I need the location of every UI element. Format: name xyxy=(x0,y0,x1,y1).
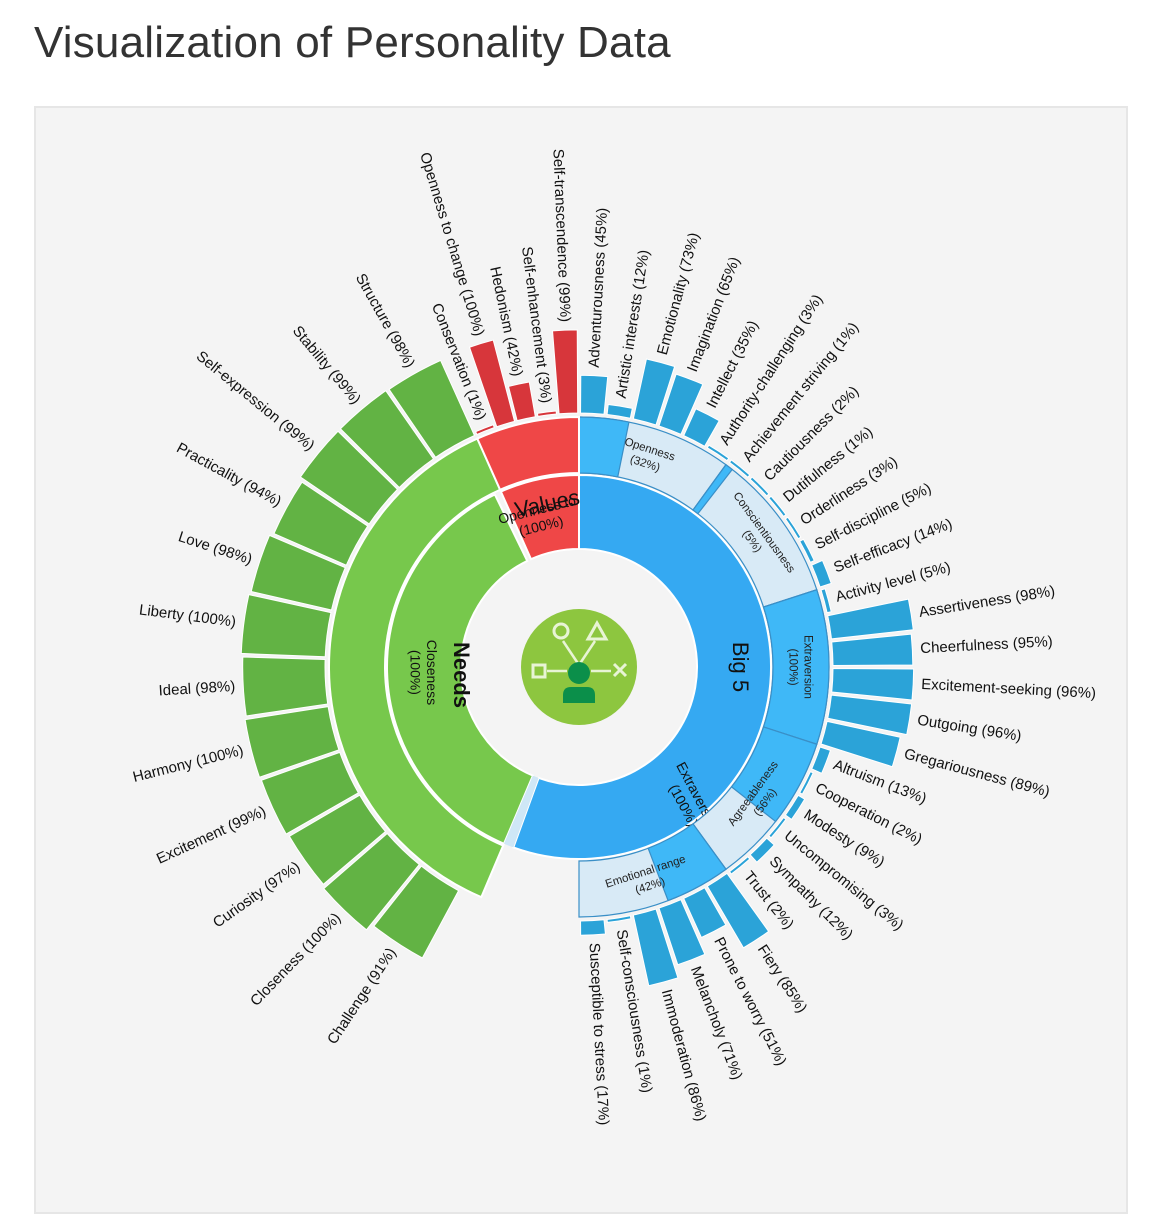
facet-bar-activity-level[interactable] xyxy=(820,588,832,614)
facet-bar-orderliness[interactable] xyxy=(784,516,802,540)
facet-bar-outgoing[interactable] xyxy=(827,694,913,736)
facet-bar-immoderation[interactable] xyxy=(632,908,679,987)
need-bar-love[interactable] xyxy=(250,534,346,611)
facet-bar-self-efficacy[interactable] xyxy=(811,559,832,588)
facet-bar-cooperation[interactable] xyxy=(799,771,814,795)
facet-bar-achievement-striving[interactable] xyxy=(728,459,751,478)
need-label-practicality: Practicality (94%) xyxy=(174,440,285,511)
facet-label-outgoing: Outgoing (96%) xyxy=(916,712,1022,745)
facet-bar-cautiousness[interactable] xyxy=(749,476,770,497)
need-bar-ideal[interactable] xyxy=(242,656,329,717)
need-label-stability: Stability (99%) xyxy=(289,323,364,408)
need-label-liberty: Liberty (100%) xyxy=(138,601,237,630)
facet-bar-artistic-interests[interactable] xyxy=(606,403,633,419)
need-label-excitement: Excitement (99%) xyxy=(154,803,269,868)
page-title: Visualization of Personality Data xyxy=(34,18,671,67)
need-label-closeness: Closeness (100%) xyxy=(247,910,344,1010)
trait-fill-openness xyxy=(578,416,630,478)
facet-bar-susceptible-to-stress[interactable] xyxy=(580,919,606,936)
value-bar-conservation[interactable] xyxy=(475,424,495,436)
category-arc-needs[interactable] xyxy=(386,493,535,846)
facet-bar-emotionality[interactable] xyxy=(632,358,676,426)
need-bar-closeness[interactable] xyxy=(323,832,420,931)
need-label-love: Love (98%) xyxy=(176,528,254,568)
category-label-big5: Big 5 xyxy=(728,642,753,692)
category-arc-big-5[interactable] xyxy=(512,473,772,860)
facet-bar-gregariousness[interactable] xyxy=(820,720,901,768)
facet-label-adventurousness: Adventurousness (45%) xyxy=(586,207,611,368)
value-bar-openness-to-change[interactable] xyxy=(468,339,516,428)
facet-bar-trust[interactable] xyxy=(728,856,751,875)
facet-bar-dutifulness[interactable] xyxy=(768,495,787,518)
facet-bar-melancholy[interactable] xyxy=(658,899,706,966)
facet-bar-excitement-seeking[interactable] xyxy=(831,668,915,701)
facet-bar-intellect[interactable] xyxy=(683,408,720,447)
need-bar-challenge[interactable] xyxy=(373,865,460,959)
need-label-challenge: Challenge (91%) xyxy=(324,945,400,1048)
needs-group-label: Closeness(100%) xyxy=(408,640,441,705)
value-bar-hedonism[interactable] xyxy=(507,381,536,422)
facet-label-sympathy: Sympathy (12%) xyxy=(766,853,856,943)
need-bar-stability[interactable] xyxy=(339,390,435,489)
category-arc-values[interactable] xyxy=(499,473,580,561)
value-label-openness-to-change: Openness to change (100%) xyxy=(416,150,487,338)
facet-bar-assertiveness[interactable] xyxy=(827,598,914,640)
trait-label-extraversion: Extraversion(100%) xyxy=(786,635,813,699)
facet-bar-sympathy[interactable] xyxy=(749,837,775,863)
facet-label-excitement-seeking: Excitement-seeking (96%) xyxy=(921,676,1097,702)
value-bar-self-transcendence[interactable] xyxy=(552,329,579,415)
need-bar-liberty[interactable] xyxy=(240,594,332,658)
needs-group-arc[interactable] xyxy=(328,437,505,899)
facet-bar-self-consciousness[interactable] xyxy=(606,915,632,923)
chart-panel: Big 5 Extraversion(100%) Needs Values Closen… xyxy=(34,106,1128,1214)
facet-bar-self-discipline[interactable] xyxy=(799,538,815,563)
trait-fill-conscientiousness xyxy=(692,463,734,515)
need-bar-curiosity[interactable] xyxy=(288,794,387,885)
value-bar-self-enhancement[interactable] xyxy=(536,410,557,417)
need-label-harmony: Harmony (100%) xyxy=(131,742,245,786)
personality-insights-logo-icon xyxy=(521,609,637,725)
need-label-curiosity: Curiosity (97%) xyxy=(210,858,303,931)
need-label-ideal: Ideal (98%) xyxy=(158,678,236,699)
need-bar-harmony[interactable] xyxy=(244,706,340,778)
need-bar-self-expression[interactable] xyxy=(299,430,399,525)
facet-label-assertiveness: Assertiveness (98%) xyxy=(918,583,1057,621)
facet-bar-authority-challenging[interactable] xyxy=(706,444,730,462)
trait-fill-agreeableness xyxy=(730,726,818,823)
facet-bar-fiery[interactable] xyxy=(706,872,770,949)
need-bar-practicality[interactable] xyxy=(273,481,369,566)
values-group-arc[interactable] xyxy=(475,415,580,492)
personality-sunburst-chart: Big 5Extraversion(100%)NeedsValuesClosen… xyxy=(131,148,1097,1125)
facet-label-cheerfulness: Cheerfulness (95%) xyxy=(920,633,1053,657)
facet-label-susceptible-to-stress: Susceptible to stress (17%) xyxy=(586,942,613,1125)
facet-bar-prone-to-worry[interactable] xyxy=(683,887,727,939)
category-label-needs: Needs xyxy=(449,642,474,708)
facet-bar-adventurousness[interactable] xyxy=(580,374,609,415)
facet-bar-imagination[interactable] xyxy=(658,373,704,435)
value-label-self-transcendence: Self-transcendence (99%) xyxy=(549,148,573,322)
need-label-self-expression: Self-expression (99%) xyxy=(193,348,318,455)
need-bar-structure[interactable] xyxy=(388,359,476,459)
need-bar-excitement[interactable] xyxy=(260,751,360,835)
facet-bar-uncompromising[interactable] xyxy=(768,816,787,839)
facet-bar-cheerfulness[interactable] xyxy=(831,633,914,666)
category-gap xyxy=(503,775,539,848)
value-label-self-enhancement: Self-enhancement (3%) xyxy=(518,246,555,404)
facet-bar-altruism[interactable] xyxy=(811,746,832,774)
trait-fill-emotional-range xyxy=(647,823,727,902)
facet-bar-modesty[interactable] xyxy=(784,794,806,821)
need-label-structure: Structure (98%) xyxy=(352,271,418,371)
